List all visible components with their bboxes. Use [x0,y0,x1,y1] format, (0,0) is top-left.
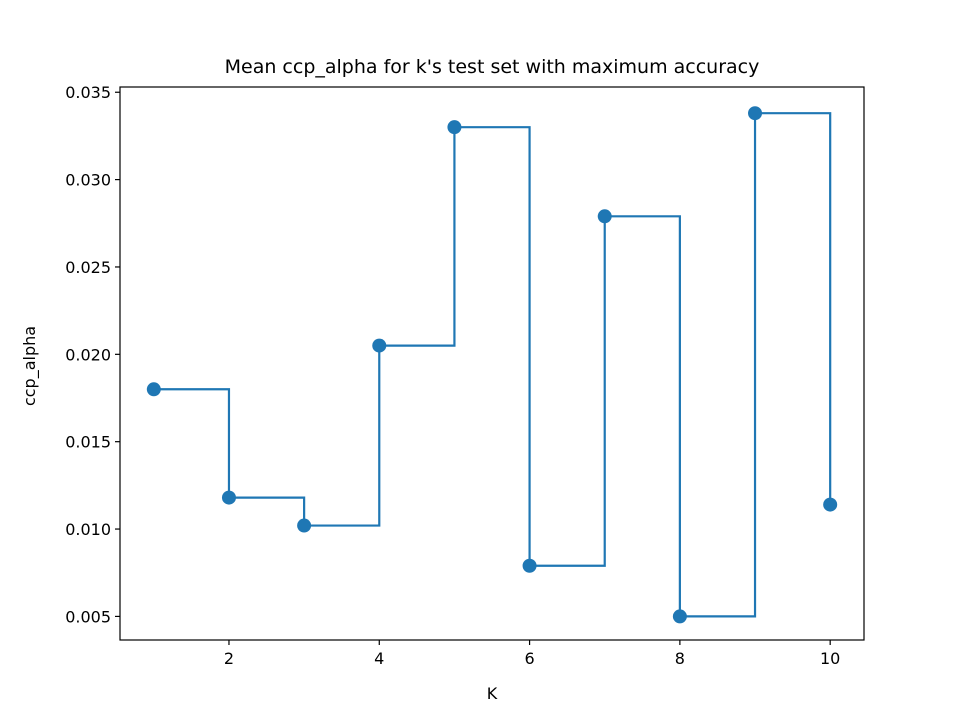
y-tick-label: 0.030 [65,171,111,190]
x-tick-label: 10 [820,649,840,668]
y-tick-label: 0.025 [65,258,111,277]
y-tick-label: 0.020 [65,345,111,364]
data-point [297,518,312,533]
series-step-line [153,112,832,618]
y-tick-label: 0.010 [65,520,111,539]
x-axis-label: K [487,684,498,703]
data-point [447,120,462,135]
data-point [672,609,687,624]
data-point [146,382,161,397]
y-tick-label: 0.005 [65,607,111,626]
x-tick-label: 4 [374,649,384,668]
data-point [597,209,612,224]
data-point [522,558,537,573]
chart-title: Mean ccp_alpha for k's test set with max… [225,56,760,78]
x-tick-label: 8 [675,649,685,668]
x-tick-label: 2 [224,649,234,668]
data-point [221,490,236,505]
data-point [748,106,763,121]
plot-frame [119,86,865,641]
data-point [372,338,387,353]
y-tick-label: 0.015 [65,433,111,452]
y-axis-label: ccp_alpha [20,326,40,406]
x-tick-label: 6 [524,649,534,668]
y-tick-label: 0.035 [65,83,111,102]
data-point [823,497,838,512]
